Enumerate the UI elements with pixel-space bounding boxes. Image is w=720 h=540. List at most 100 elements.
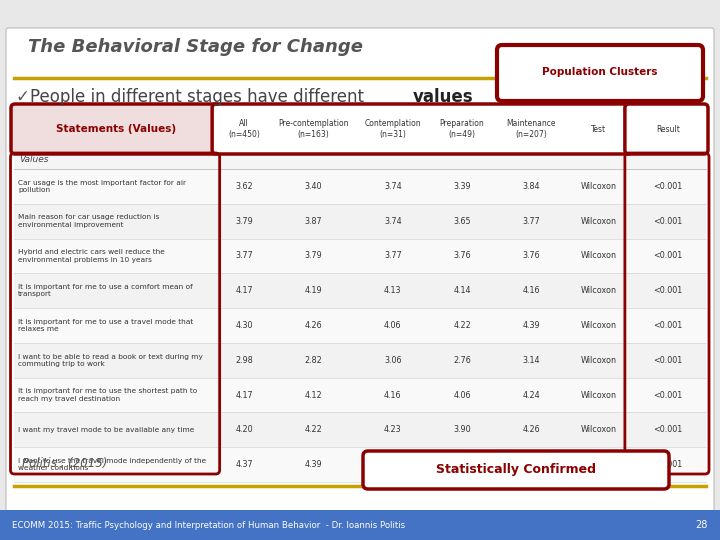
- Text: 3.76: 3.76: [523, 252, 540, 260]
- Text: <0.001: <0.001: [653, 217, 683, 226]
- Text: Hybrid and electric cars well reduce the
environmental problems in 10 years: Hybrid and electric cars well reduce the…: [18, 249, 165, 262]
- FancyBboxPatch shape: [212, 104, 632, 154]
- Text: 3.79: 3.79: [305, 252, 322, 260]
- Bar: [14, 447, 706, 482]
- FancyBboxPatch shape: [363, 451, 669, 489]
- Text: <0.001: <0.001: [653, 252, 683, 260]
- Text: Wilcoxon: Wilcoxon: [581, 460, 617, 469]
- Bar: [14, 105, 706, 153]
- Text: 3.87: 3.87: [305, 217, 322, 226]
- Bar: [14, 105, 706, 482]
- Text: <0.001: <0.001: [653, 321, 683, 330]
- Text: 28: 28: [696, 520, 708, 530]
- Text: It is important for me to use a comfort mean of
transport: It is important for me to use a comfort …: [18, 284, 193, 298]
- Text: 3.65: 3.65: [454, 217, 471, 226]
- Text: Statements (Values): Statements (Values): [56, 124, 176, 134]
- Text: I want to be able to read a book or text during my
commuting trip to work: I want to be able to read a book or text…: [18, 354, 203, 367]
- Text: <0.001: <0.001: [653, 182, 683, 191]
- Text: ECOMM 2015: Traffic Psychology and Interpretation of Human Behavior  - Dr. Ioann: ECOMM 2015: Traffic Psychology and Inter…: [12, 521, 405, 530]
- Text: 3.77: 3.77: [235, 252, 253, 260]
- Text: 4.26: 4.26: [305, 321, 322, 330]
- Text: Wilcoxon: Wilcoxon: [581, 390, 617, 400]
- Text: Population Clusters: Population Clusters: [542, 67, 658, 77]
- Text: Wilcoxon: Wilcoxon: [581, 252, 617, 260]
- Text: Wilcoxon: Wilcoxon: [581, 426, 617, 434]
- Bar: [14, 169, 706, 204]
- Text: 4.16: 4.16: [523, 286, 540, 295]
- Text: 4.26: 4.26: [523, 426, 540, 434]
- Text: 4.39: 4.39: [523, 321, 540, 330]
- Text: Wilcoxon: Wilcoxon: [581, 182, 617, 191]
- Text: 4.16: 4.16: [384, 390, 402, 400]
- Text: 4.23: 4.23: [384, 426, 402, 434]
- Text: Result: Result: [656, 125, 680, 133]
- Text: 4.36: 4.36: [523, 460, 540, 469]
- Text: 2.76: 2.76: [453, 356, 471, 365]
- Bar: [14, 239, 706, 273]
- Text: 3.84: 3.84: [523, 182, 540, 191]
- Text: Statistically Confirmed: Statistically Confirmed: [436, 463, 596, 476]
- Text: 4.12: 4.12: [305, 390, 322, 400]
- Text: Wilcoxon: Wilcoxon: [581, 286, 617, 295]
- Text: 4.27: 4.27: [453, 460, 471, 469]
- Text: 4.19: 4.19: [305, 286, 322, 295]
- Text: <0.001: <0.001: [653, 390, 683, 400]
- Text: Politis , (2015): Politis , (2015): [22, 457, 107, 470]
- Text: <0.001: <0.001: [653, 286, 683, 295]
- Bar: [14, 204, 706, 239]
- Text: 4.20: 4.20: [235, 426, 253, 434]
- Text: It is important for me to use the shortest path to
reach my travel destination: It is important for me to use the shorte…: [18, 388, 197, 402]
- Text: <0.001: <0.001: [653, 460, 683, 469]
- Text: Contemplation
(n=31): Contemplation (n=31): [364, 119, 421, 139]
- Text: Car usage is the most important factor for air
pollution: Car usage is the most important factor f…: [18, 180, 186, 193]
- Text: 3.90: 3.90: [454, 426, 471, 434]
- Text: 4.06: 4.06: [454, 390, 471, 400]
- Text: 3.62: 3.62: [235, 182, 253, 191]
- Text: <0.001: <0.001: [653, 356, 683, 365]
- Text: 4.14: 4.14: [454, 286, 471, 295]
- Text: Values: Values: [19, 155, 48, 164]
- Text: 4.24: 4.24: [523, 390, 540, 400]
- Text: I want to use the travel mode independently of the
weather conditions: I want to use the travel mode independen…: [18, 458, 206, 471]
- Text: 3.74: 3.74: [384, 182, 402, 191]
- Text: 4.13: 4.13: [384, 286, 402, 295]
- Text: 3.76: 3.76: [454, 252, 471, 260]
- Text: Maintenance
(n=207): Maintenance (n=207): [507, 119, 556, 139]
- Text: 4.30: 4.30: [235, 321, 253, 330]
- Text: 4.39: 4.39: [305, 460, 322, 469]
- Text: It is important for me to use a travel mode that
relaxes me: It is important for me to use a travel m…: [18, 319, 193, 332]
- Bar: [14, 413, 706, 447]
- Text: Wilcoxon: Wilcoxon: [581, 321, 617, 330]
- Text: Pre-contemplation
(n=163): Pre-contemplation (n=163): [278, 119, 348, 139]
- Text: values: values: [413, 88, 474, 106]
- Text: ✓: ✓: [16, 88, 30, 106]
- Text: 3.77: 3.77: [523, 217, 540, 226]
- Text: Preparation
(n=49): Preparation (n=49): [440, 119, 485, 139]
- Bar: [14, 377, 706, 413]
- FancyBboxPatch shape: [11, 104, 219, 154]
- Text: People in different stages have different: People in different stages have differen…: [30, 88, 369, 106]
- FancyBboxPatch shape: [625, 104, 708, 154]
- Bar: [0, 510, 720, 540]
- Text: 3.14: 3.14: [523, 356, 540, 365]
- Text: Main reason for car usage reduction is
environmental improvement: Main reason for car usage reduction is e…: [18, 214, 159, 228]
- Text: 3.74: 3.74: [384, 217, 402, 226]
- Text: 3.77: 3.77: [384, 252, 402, 260]
- Text: 3.40: 3.40: [305, 182, 322, 191]
- Text: I want my travel mode to be available any time: I want my travel mode to be available an…: [18, 427, 194, 433]
- Text: 4.45: 4.45: [384, 460, 402, 469]
- Text: 4.22: 4.22: [453, 321, 471, 330]
- Bar: [14, 273, 706, 308]
- Text: 4.06: 4.06: [384, 321, 402, 330]
- Text: <0.001: <0.001: [653, 426, 683, 434]
- Text: Wilcoxon: Wilcoxon: [581, 356, 617, 365]
- Text: All
(n=450): All (n=450): [228, 119, 260, 139]
- FancyBboxPatch shape: [6, 28, 714, 514]
- Text: The Behavioral Stage for Change: The Behavioral Stage for Change: [28, 38, 363, 56]
- Text: 2.98: 2.98: [235, 356, 253, 365]
- Text: 2.82: 2.82: [305, 356, 322, 365]
- Text: 4.37: 4.37: [235, 460, 253, 469]
- Text: 3.39: 3.39: [454, 182, 471, 191]
- FancyBboxPatch shape: [497, 45, 703, 101]
- Text: 4.22: 4.22: [305, 426, 322, 434]
